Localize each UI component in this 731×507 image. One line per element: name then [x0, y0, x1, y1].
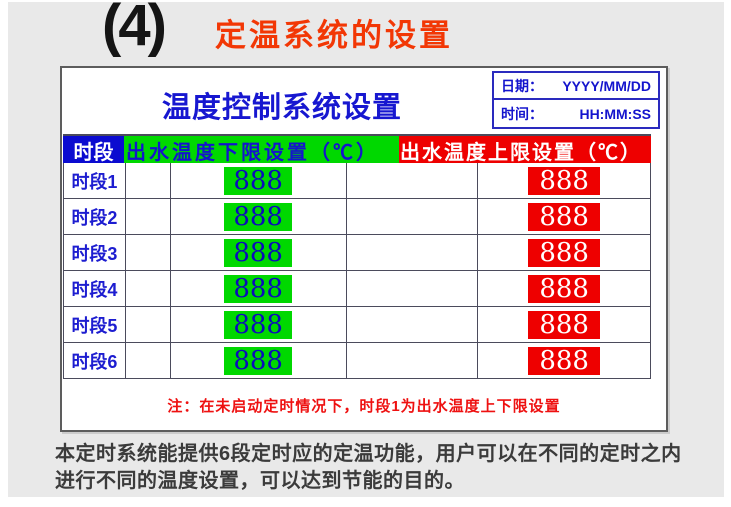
empty-cell — [346, 199, 479, 235]
header-low-limit: 出水温度下限设置（℃） — [124, 136, 399, 165]
table-header: 时段 出水温度下限设置（℃） 出水温度上限设置（℃） — [63, 134, 651, 165]
description-text: 本定时系统能提供6段定时应的定温功能，用户可以在不同的定时之内进行不同的温度设置… — [55, 443, 682, 492]
empty-cell — [346, 271, 479, 307]
high-limit-value[interactable]: 888 — [528, 274, 601, 303]
empty-cell — [346, 163, 479, 199]
empty-cell — [346, 343, 479, 379]
date-label: 日期： — [501, 77, 543, 94]
low-limit-cell: 888 — [170, 163, 347, 199]
low-limit-value[interactable]: 888 — [224, 274, 293, 303]
period-label: 时段4 — [64, 271, 126, 307]
low-limit-cell: 888 — [170, 199, 347, 235]
empty-cell — [125, 271, 171, 307]
page-title: 定温系统的设置 — [215, 18, 453, 53]
low-limit-value[interactable]: 888 — [224, 346, 293, 375]
high-limit-cell: 888 — [478, 271, 651, 307]
empty-cell — [346, 235, 479, 271]
period-label: 时段5 — [64, 307, 126, 343]
high-limit-cell: 888 — [478, 235, 651, 271]
high-limit-cell: 888 — [478, 307, 651, 343]
low-limit-value[interactable]: 888 — [224, 166, 293, 195]
schedule-table: 时段1 888 888 时段2 888 888 时段3 — [63, 163, 651, 379]
empty-cell — [125, 235, 171, 271]
footnote: 注：在未启动定时情况下，时段1为出水温度上下限设置 — [167, 398, 561, 415]
table-row: 时段3 888 888 — [64, 235, 651, 271]
high-limit-cell: 888 — [478, 163, 651, 199]
empty-cell — [125, 199, 171, 235]
empty-cell — [346, 307, 479, 343]
low-limit-cell: 888 — [170, 271, 347, 307]
settings-panel: 温度控制系统设置 日期： YYYY/MM/DD 时间： HH:MM:SS 时段 … — [60, 66, 668, 432]
header-high-limit: 出水温度上限设置（℃） — [399, 136, 651, 165]
high-limit-cell: 888 — [478, 343, 651, 379]
table-row: 时段2 888 888 — [64, 199, 651, 235]
low-limit-value[interactable]: 888 — [224, 310, 293, 339]
high-limit-value[interactable]: 888 — [528, 238, 601, 267]
time-label: 时间： — [501, 105, 543, 122]
panel-title: 温度控制系统设置 — [161, 92, 402, 124]
section-number: (4) — [102, 0, 167, 58]
high-limit-value[interactable]: 888 — [528, 346, 601, 375]
period-label: 时段6 — [64, 343, 126, 379]
table-row: 时段1 888 888 — [64, 163, 651, 199]
low-limit-value[interactable]: 888 — [224, 202, 293, 231]
table-row: 时段6 888 888 — [64, 343, 651, 379]
empty-cell — [125, 163, 171, 199]
datetime-box: 日期： YYYY/MM/DD 时间： HH:MM:SS — [492, 71, 660, 129]
table-row: 时段4 888 888 — [64, 271, 651, 307]
period-label: 时段1 — [64, 163, 126, 199]
time-row: 时间： HH:MM:SS — [494, 100, 658, 127]
header-period: 时段 — [63, 136, 124, 165]
low-limit-value[interactable]: 888 — [224, 238, 293, 267]
date-value: YYYY/MM/DD — [562, 77, 651, 94]
table-row: 时段5 888 888 — [64, 307, 651, 343]
low-limit-cell: 888 — [170, 307, 347, 343]
low-limit-cell: 888 — [170, 235, 347, 271]
period-label: 时段2 — [64, 199, 126, 235]
empty-cell — [125, 307, 171, 343]
period-label: 时段3 — [64, 235, 126, 271]
high-limit-value[interactable]: 888 — [528, 202, 601, 231]
high-limit-cell: 888 — [478, 199, 651, 235]
empty-cell — [125, 343, 171, 379]
low-limit-cell: 888 — [170, 343, 347, 379]
high-limit-value[interactable]: 888 — [528, 166, 601, 195]
high-limit-value[interactable]: 888 — [528, 310, 601, 339]
date-row: 日期： YYYY/MM/DD — [494, 73, 658, 100]
time-value: HH:MM:SS — [579, 105, 651, 122]
